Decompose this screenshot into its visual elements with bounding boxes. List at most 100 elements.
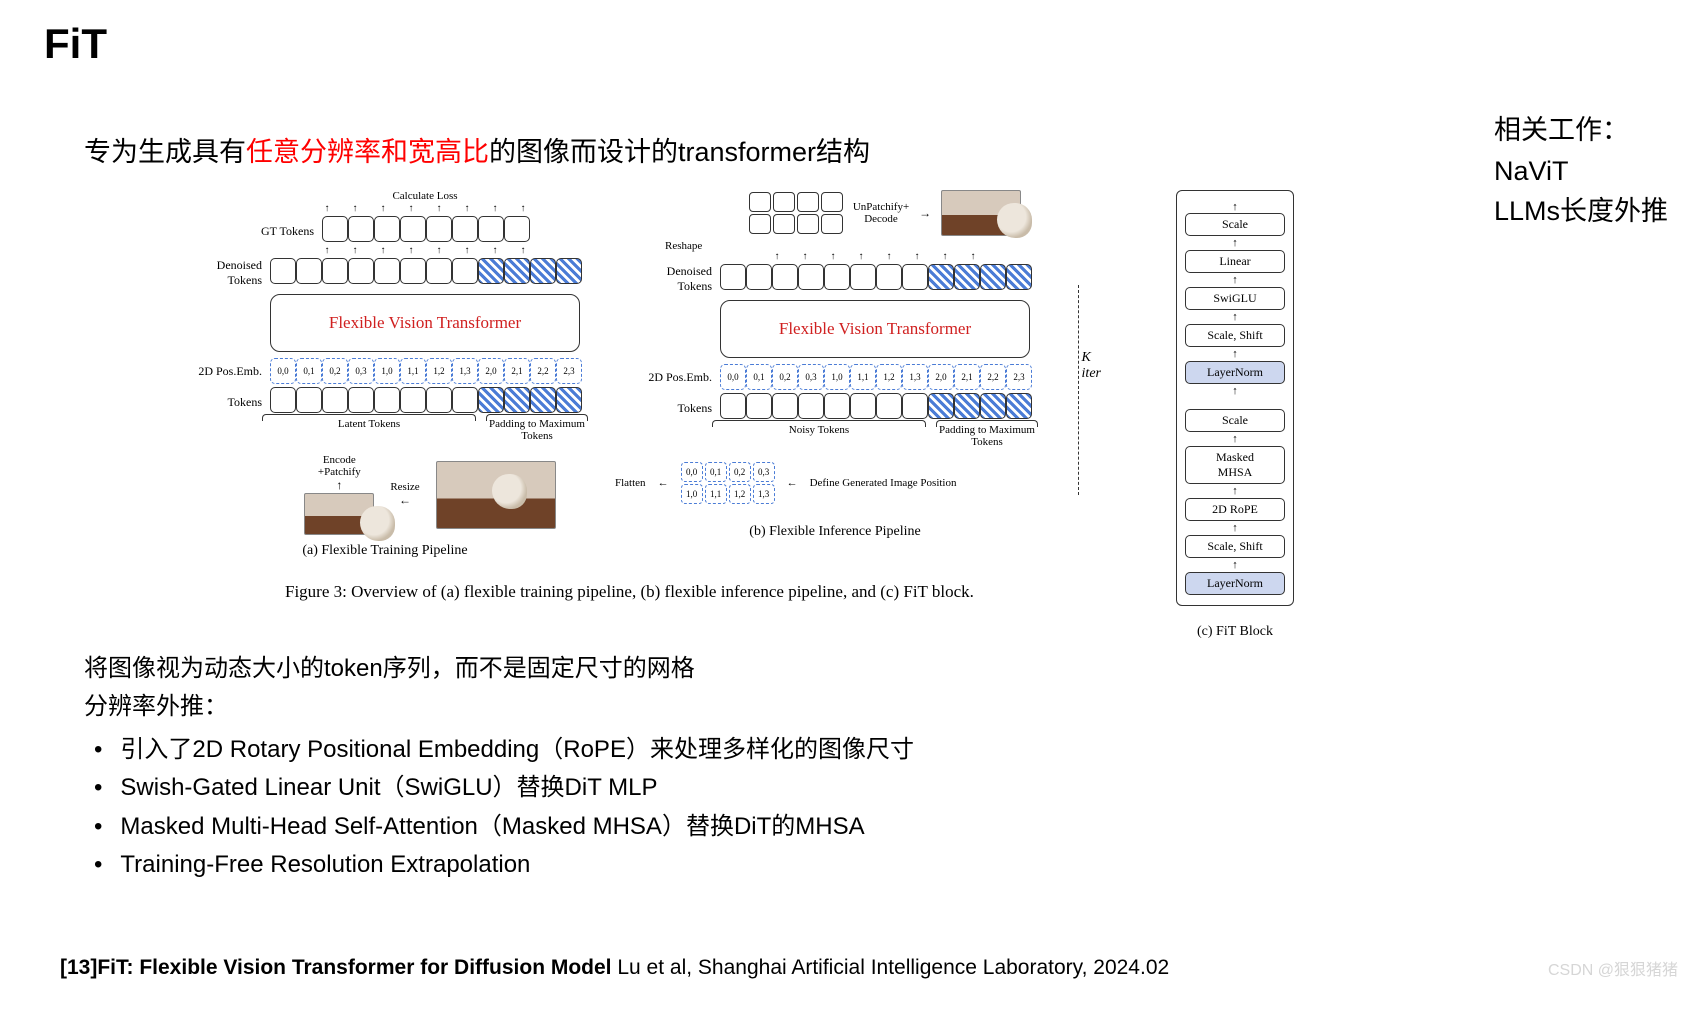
token bbox=[876, 393, 902, 419]
pos-token: 0,2 bbox=[322, 358, 348, 384]
token bbox=[426, 216, 452, 242]
token bbox=[452, 258, 478, 284]
token bbox=[348, 216, 374, 242]
brace-latent: Latent Tokens bbox=[258, 417, 480, 442]
panel-a-caption: (a) Flexible Training Pipeline bbox=[302, 543, 467, 559]
token bbox=[270, 258, 296, 284]
k-iter-line bbox=[1078, 285, 1079, 495]
token bbox=[296, 258, 322, 284]
reshape-arrows: ↑↑↑↑↑↑↑↑ bbox=[764, 252, 986, 264]
brace-row-b: Noisy Tokens Padding to Maximum Tokens bbox=[708, 423, 1042, 448]
token bbox=[400, 258, 426, 284]
token bbox=[426, 387, 452, 413]
panel-c: ↑ Scale↑Linear↑SwiGLU↑Scale, Shift↑Layer… bbox=[1145, 190, 1325, 570]
token bbox=[348, 258, 374, 284]
hatch-token bbox=[1006, 393, 1032, 419]
pos-token: 0,0 bbox=[270, 358, 296, 384]
token bbox=[902, 264, 928, 290]
hatch-token bbox=[556, 387, 582, 413]
hatch-token bbox=[504, 258, 530, 284]
k-iter-label: K iter bbox=[1082, 350, 1101, 382]
fit-block-layernorm: LayerNorm bbox=[1185, 572, 1285, 595]
reshape-grid bbox=[749, 192, 843, 234]
define-label: Define Generated Image Position bbox=[810, 477, 957, 489]
citation: [13]FiT: Flexible Vision Transformer for… bbox=[60, 956, 1169, 980]
token bbox=[850, 264, 876, 290]
pos-token: 0,1 bbox=[746, 364, 772, 390]
loss-arrows: ↑↑↑↑↑↑↑↑ bbox=[314, 204, 536, 216]
pos-token: 1,0 bbox=[374, 358, 400, 384]
encode-label: Encode +Patchify bbox=[318, 454, 361, 478]
hatch-token bbox=[478, 387, 504, 413]
denoised-label-b: Denoised Tokens bbox=[638, 264, 718, 294]
pos-token: 0,2 bbox=[772, 364, 798, 390]
hatch-token bbox=[556, 258, 582, 284]
pos-emb-tokens-a: 0,00,10,20,31,01,11,21,32,02,12,22,3 bbox=[270, 358, 582, 384]
flatten-grid: 0,00,10,20,31,01,11,21,3 bbox=[681, 462, 775, 504]
fvt-box-a: Flexible Vision Transformer bbox=[270, 294, 580, 352]
pos-token: 0,3 bbox=[798, 364, 824, 390]
stack-arrow: ↑ bbox=[1232, 350, 1238, 358]
tokens-label-b: Tokens bbox=[638, 401, 718, 416]
figure-caption: Figure 3: Overview of (a) flexible train… bbox=[285, 582, 974, 602]
input-tokens-a bbox=[270, 387, 582, 417]
reshape-token bbox=[749, 214, 771, 234]
stack-arrow: ↑ bbox=[1232, 239, 1238, 247]
reshape-token bbox=[749, 192, 771, 212]
pos-token: 0,1 bbox=[296, 358, 322, 384]
token bbox=[452, 387, 478, 413]
flatten-token: 1,0 bbox=[681, 484, 703, 504]
hatch-token bbox=[980, 264, 1006, 290]
token bbox=[746, 393, 772, 419]
panel-b: UnPatchify+ Decode → Reshape ↑↑↑↑↑↑↑↑ De… bbox=[605, 190, 1065, 570]
token bbox=[322, 387, 348, 413]
flatten-token: 1,3 bbox=[753, 484, 775, 504]
token bbox=[426, 258, 452, 284]
pos-token: 2,2 bbox=[980, 364, 1006, 390]
subtitle-highlight: 任意分辨率和宽高比 bbox=[246, 137, 489, 167]
citation-bold: [13]FiT: Flexible Vision Transformer for… bbox=[60, 956, 612, 979]
large-cat-img bbox=[436, 461, 556, 529]
token bbox=[798, 393, 824, 419]
token bbox=[902, 393, 928, 419]
token bbox=[772, 393, 798, 419]
bullet-list: 引入了2D Rotary Positional Embedding（RoPE）来… bbox=[84, 731, 914, 885]
reshape-token bbox=[797, 214, 819, 234]
stack-arrow: ↑ bbox=[1232, 313, 1238, 321]
token bbox=[348, 387, 374, 413]
hatch-token bbox=[954, 264, 980, 290]
flatten-token: 0,2 bbox=[729, 462, 751, 482]
hatch-token bbox=[530, 258, 556, 284]
reshape-label: Reshape bbox=[665, 240, 702, 252]
tokens-row-a: Tokens bbox=[188, 387, 582, 417]
hatch-token bbox=[478, 258, 504, 284]
stack-arrow: ↑ bbox=[1232, 487, 1238, 495]
pos-token: 1,3 bbox=[452, 358, 478, 384]
fit-block-scale-shift: Scale, Shift bbox=[1185, 535, 1285, 558]
token bbox=[850, 393, 876, 419]
token bbox=[270, 387, 296, 413]
pos-token: 0,3 bbox=[348, 358, 374, 384]
denoised-row-b: Denoised Tokens bbox=[638, 264, 1032, 294]
denoised-tokens-a bbox=[270, 258, 582, 288]
token bbox=[824, 393, 850, 419]
flatten-token: 0,3 bbox=[753, 462, 775, 482]
body-line-2: 分辨率外推： bbox=[84, 688, 914, 726]
fit-block-scale: Scale bbox=[1185, 213, 1285, 236]
input-tokens-b bbox=[720, 393, 1032, 423]
bullet-1: Swish-Gated Linear Unit（SwiGLU）替换DiT MLP bbox=[84, 769, 914, 807]
stack-arrow: ↑ bbox=[1232, 524, 1238, 532]
token bbox=[720, 393, 746, 419]
reshape-token bbox=[821, 192, 843, 212]
token bbox=[374, 258, 400, 284]
fit-block-swiglu: SwiGLU bbox=[1185, 287, 1285, 310]
brace-padding-b: Padding to Maximum Tokens bbox=[932, 423, 1042, 448]
reshape-token bbox=[773, 192, 795, 212]
denoised-tokens-b bbox=[720, 264, 1032, 294]
pos-token: 2,0 bbox=[478, 358, 504, 384]
gt-tokens-row: GT Tokens bbox=[240, 216, 530, 246]
pos-token: 2,1 bbox=[504, 358, 530, 384]
token bbox=[798, 264, 824, 290]
token bbox=[400, 216, 426, 242]
bullet-0: 引入了2D Rotary Positional Embedding（RoPE）来… bbox=[84, 731, 914, 769]
